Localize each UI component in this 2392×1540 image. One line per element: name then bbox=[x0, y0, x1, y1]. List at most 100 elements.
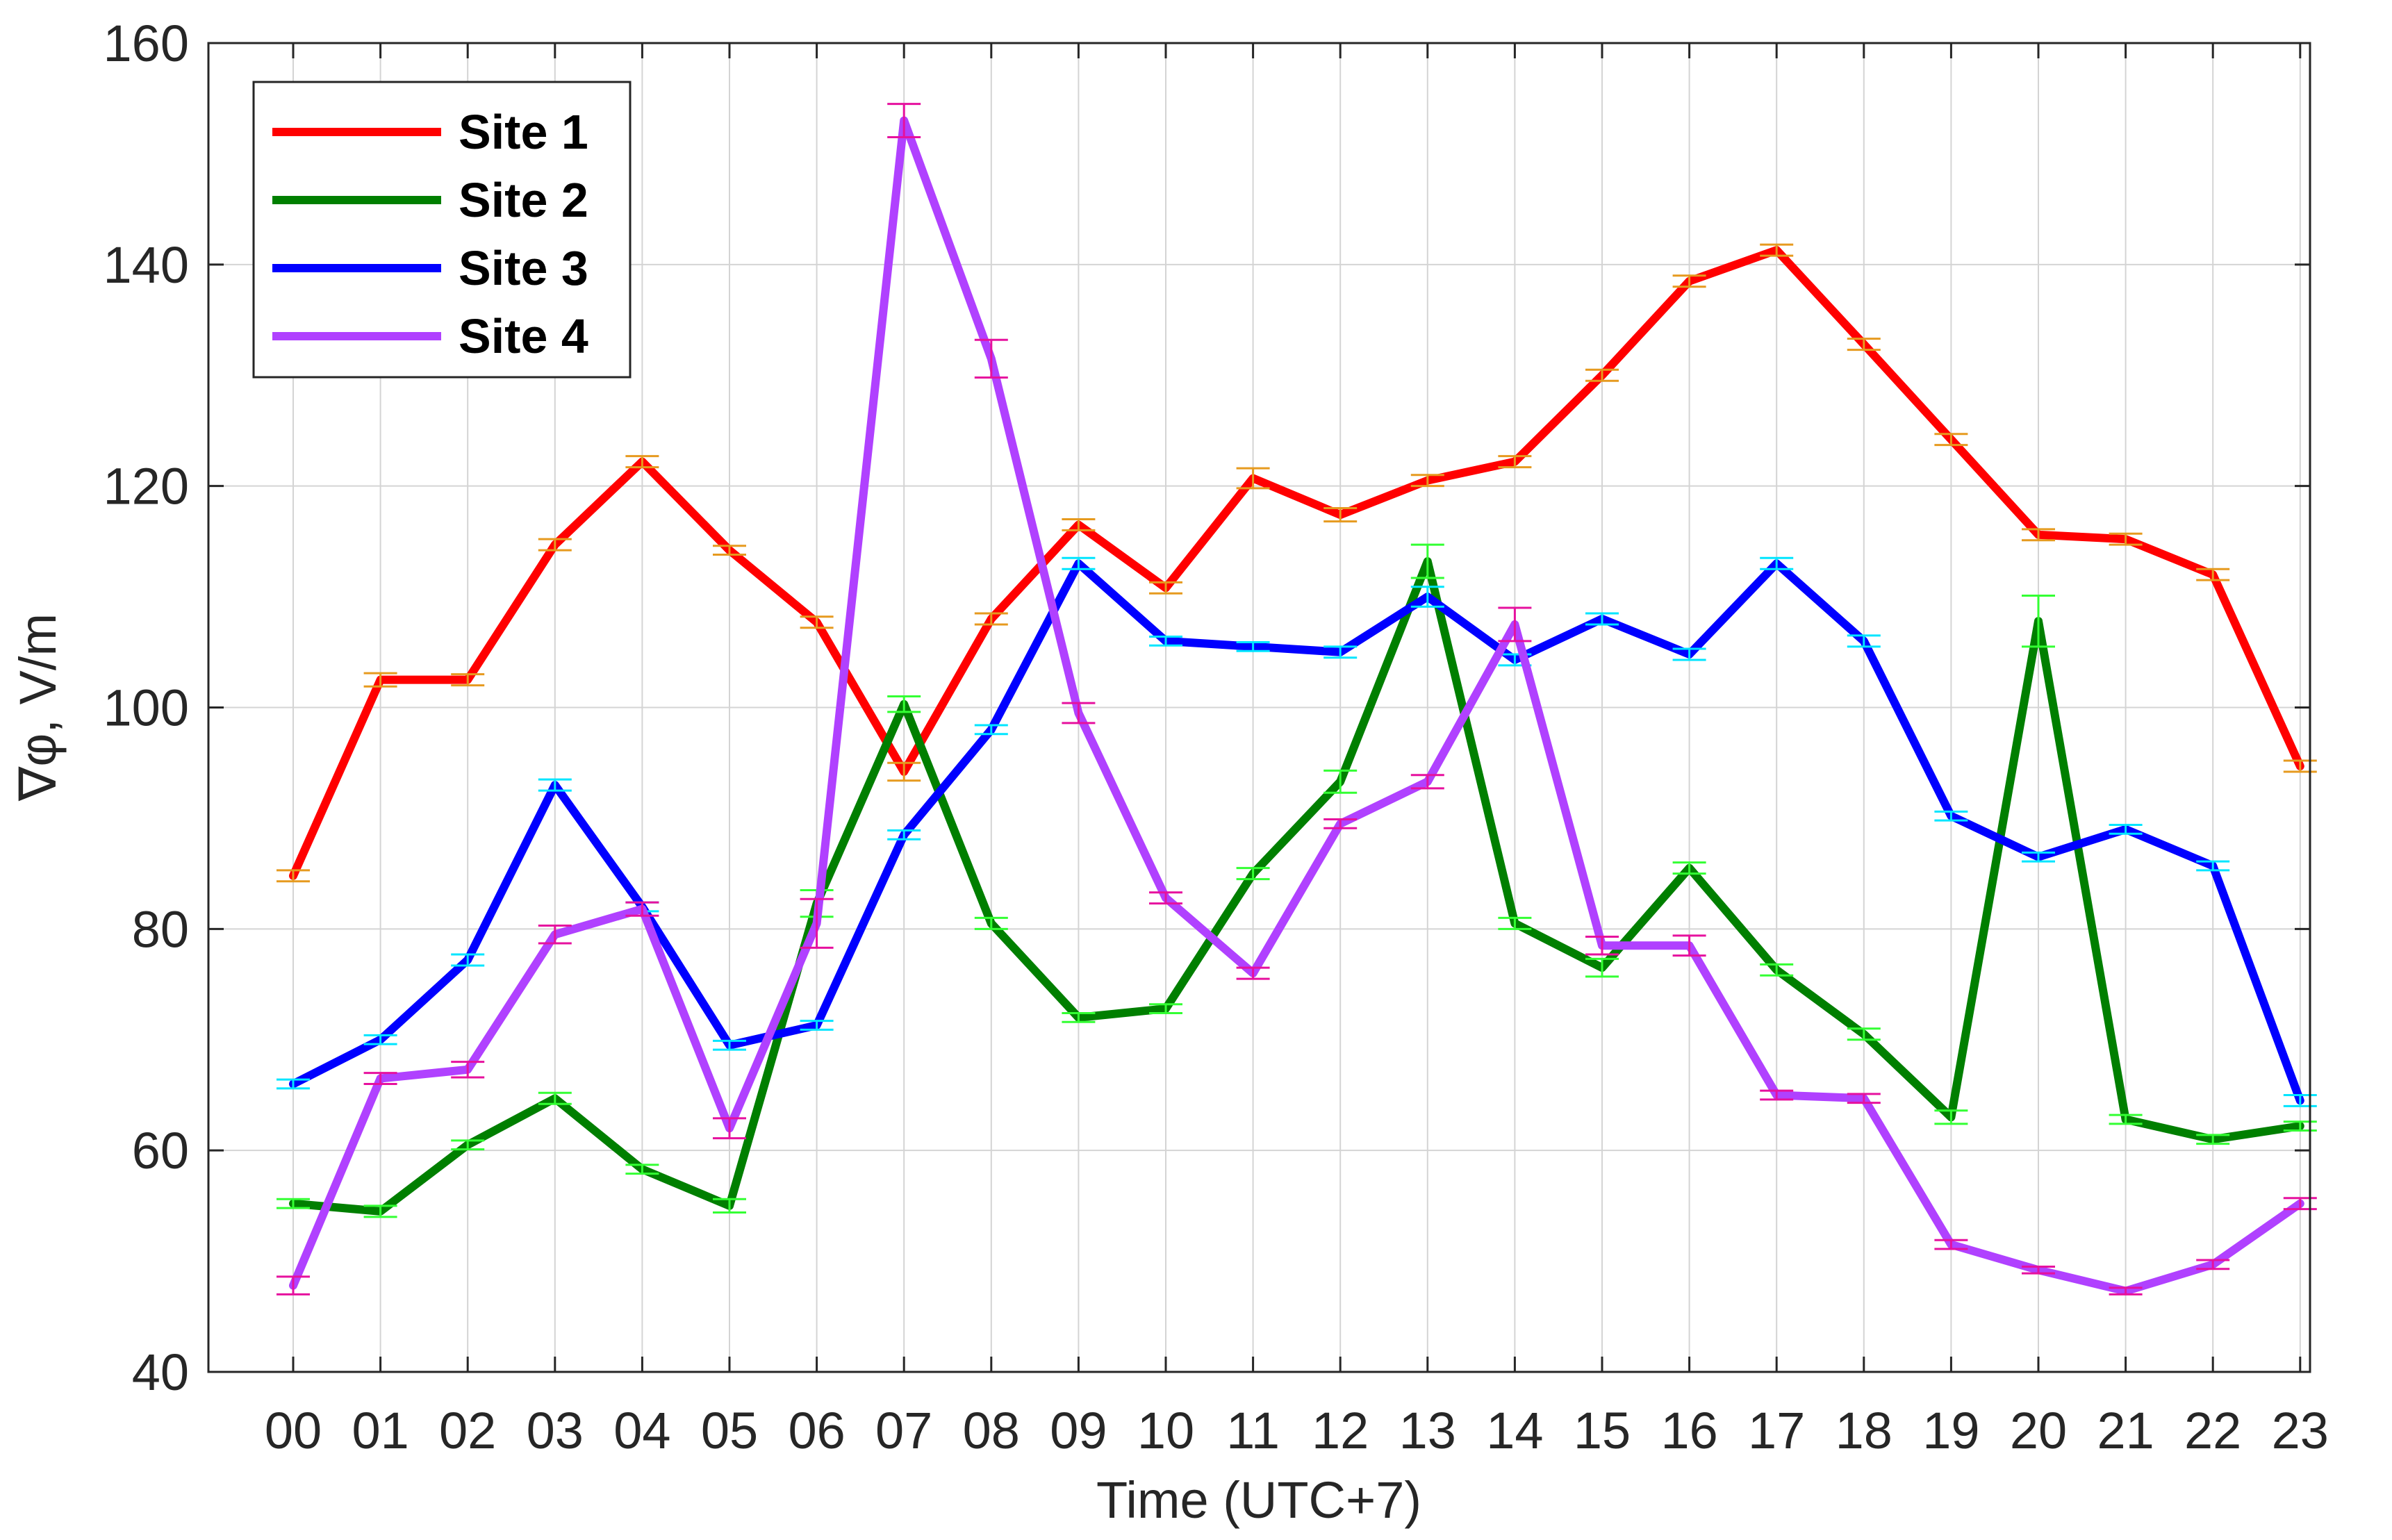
error-bar bbox=[2196, 1259, 2230, 1270]
error-bar bbox=[713, 1117, 746, 1140]
error-bar bbox=[538, 778, 572, 792]
error-bar bbox=[1062, 702, 1096, 725]
error-bar bbox=[451, 1139, 485, 1151]
y-axis-ticks: 40 60 80 100 120 140 160 bbox=[104, 15, 2310, 1401]
legend-label: Site 4 bbox=[459, 309, 588, 363]
error-bar bbox=[1934, 1109, 1968, 1125]
x-tick-label: 08 bbox=[963, 1402, 1020, 1459]
error-bar bbox=[1672, 274, 1706, 288]
error-bar bbox=[1323, 818, 1358, 829]
legend-label: Site 1 bbox=[459, 105, 588, 159]
error-bar bbox=[2109, 823, 2143, 835]
error-bar bbox=[1323, 769, 1358, 794]
error-bar bbox=[277, 1078, 310, 1090]
error-bar bbox=[277, 869, 310, 883]
error-bar bbox=[625, 1164, 659, 1175]
error-bar bbox=[974, 724, 1008, 736]
error-bar bbox=[2196, 568, 2230, 581]
error-bar bbox=[1760, 243, 1794, 257]
x-tick-label: 20 bbox=[2010, 1402, 2067, 1459]
series-line bbox=[289, 557, 2304, 1216]
error-bar bbox=[2022, 851, 2055, 863]
error-bar bbox=[451, 673, 485, 687]
x-tick-label: 19 bbox=[1922, 1402, 1979, 1459]
error-bar bbox=[363, 672, 397, 688]
error-bar bbox=[277, 1198, 310, 1209]
error-bar bbox=[1323, 507, 1358, 523]
error-bar bbox=[2283, 1093, 2317, 1107]
x-tick-label: 06 bbox=[788, 1402, 845, 1459]
error-bar bbox=[2196, 1134, 2230, 1145]
legend-item: Site 1 bbox=[272, 105, 588, 159]
error-bar bbox=[1847, 1093, 1881, 1104]
x-tick-label: 10 bbox=[1137, 1402, 1194, 1459]
error-bar bbox=[538, 1091, 572, 1105]
error-bar bbox=[1498, 455, 1532, 469]
error-bar bbox=[538, 538, 572, 552]
error-bar bbox=[1236, 640, 1270, 652]
error-bar bbox=[1934, 1239, 1968, 1250]
error-bar bbox=[2109, 532, 2143, 546]
error-bar bbox=[887, 103, 921, 139]
error-bar bbox=[1410, 586, 1444, 608]
x-tick-label: 17 bbox=[1748, 1402, 1805, 1459]
error-bar bbox=[1585, 368, 1619, 382]
error-bar bbox=[1498, 606, 1532, 643]
x-tick-label: 14 bbox=[1486, 1402, 1543, 1459]
x-tick-label: 01 bbox=[352, 1402, 409, 1459]
x-tick-label: 03 bbox=[527, 1402, 584, 1459]
y-tick-label: 120 bbox=[104, 458, 189, 515]
x-tick-label: 18 bbox=[1836, 1402, 1892, 1459]
error-bar bbox=[1062, 556, 1096, 570]
x-tick-label: 04 bbox=[613, 1402, 670, 1459]
legend-item: Site 4 bbox=[272, 309, 588, 363]
y-tick-label: 60 bbox=[132, 1122, 189, 1179]
error-bar bbox=[1585, 612, 1619, 626]
error-bar bbox=[1934, 433, 1968, 447]
error-bar bbox=[713, 1198, 746, 1214]
x-tick-label: 21 bbox=[2097, 1402, 2154, 1459]
error-bar bbox=[451, 953, 485, 967]
error-bar bbox=[2283, 1120, 2317, 1132]
error-bar bbox=[2196, 860, 2230, 872]
error-bar bbox=[713, 545, 746, 556]
error-bar bbox=[1323, 645, 1358, 659]
error-bar bbox=[1236, 867, 1270, 881]
legend-item: Site 2 bbox=[272, 173, 588, 227]
y-tick-label: 100 bbox=[104, 679, 189, 737]
error-bar bbox=[277, 1275, 310, 1295]
error-bar bbox=[1672, 861, 1706, 875]
error-bar bbox=[2022, 594, 2055, 648]
error-bar bbox=[363, 1034, 397, 1045]
series-layer bbox=[277, 103, 2317, 1295]
error-bar bbox=[1847, 1027, 1881, 1041]
legend: Site 1 Site 2 Site 3 Site 4 bbox=[252, 81, 632, 379]
series-site-2 bbox=[277, 543, 2317, 1218]
x-tick-label: 02 bbox=[439, 1402, 496, 1459]
error-bar bbox=[1847, 634, 1881, 648]
y-tick-label: 80 bbox=[132, 900, 189, 958]
error-bar bbox=[713, 1039, 746, 1051]
error-bar bbox=[800, 897, 834, 949]
series-line bbox=[289, 246, 2304, 880]
x-tick-label: 00 bbox=[265, 1402, 322, 1459]
x-axis-ticks: 00 01 02 03 04 05 06 07 08 09 10 11 12 13 14 15 16 17 18 19… bbox=[265, 43, 2329, 1459]
error-bar bbox=[1410, 543, 1444, 579]
x-tick-label: 12 bbox=[1312, 1402, 1369, 1459]
error-bar bbox=[2283, 759, 2317, 773]
error-bar bbox=[800, 615, 834, 629]
error-bar bbox=[974, 338, 1008, 379]
error-bar bbox=[1236, 966, 1270, 980]
legend-label: Site 2 bbox=[459, 173, 588, 227]
error-bar bbox=[538, 925, 572, 945]
error-bar bbox=[887, 695, 921, 713]
error-bar bbox=[625, 455, 659, 469]
y-axis-label: ∇φ, V/m bbox=[9, 613, 67, 802]
error-bar bbox=[2109, 1113, 2143, 1125]
error-bar bbox=[1934, 810, 1968, 822]
error-bar bbox=[1410, 774, 1444, 790]
y-tick-label: 40 bbox=[132, 1343, 189, 1401]
series-line bbox=[289, 559, 2304, 1105]
x-tick-label: 15 bbox=[1574, 1402, 1631, 1459]
